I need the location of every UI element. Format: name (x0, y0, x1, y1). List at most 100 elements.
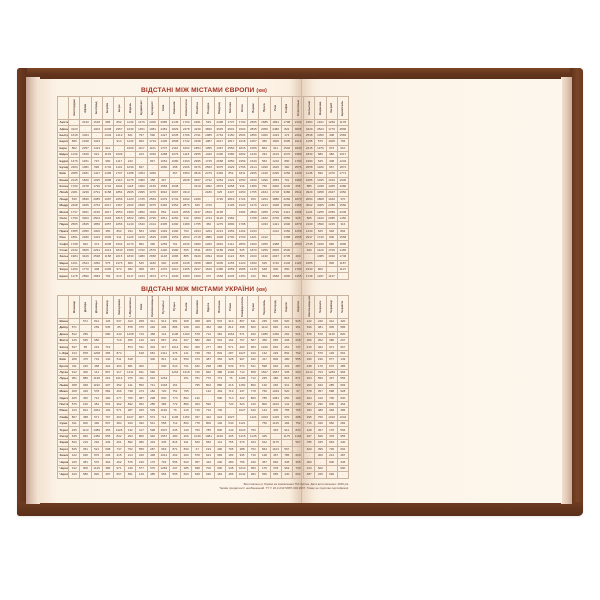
ukraine-distance-cell: 352 (180, 343, 193, 351)
ukraine-distance-cell: 487 (303, 471, 316, 479)
ukraine-distance-cell: 287 (124, 407, 137, 415)
europe-distance-cell: - (336, 272, 350, 280)
europe-table-row: Лондон5393830208510871056142017452563247… (56, 195, 350, 204)
ukraine-distance-cell: 268 (135, 317, 148, 326)
ukraine-distance-cell: 293 (124, 432, 137, 441)
ukraine-distance-cell: 795 (180, 388, 193, 396)
ukraine-col-header-label: Харків (284, 301, 289, 312)
ukraine-distance-cell: 468 (191, 317, 204, 326)
ukraine-distance-cell: 67 (191, 445, 204, 454)
ukraine-distance-cell: 811 (135, 368, 148, 377)
europe-col-header-label: Копенгаген (183, 99, 188, 117)
ukraine-distance-cell: 405 (224, 432, 238, 441)
ukraine-distance-cell: 555 (168, 471, 182, 479)
ukraine-distance-cell: 628 (191, 471, 204, 479)
ukraine-distance-cell: 719 (224, 388, 238, 396)
ukraine-distance-cell: 194 (224, 336, 238, 345)
ukraine-distance-cell: 352 (135, 400, 148, 409)
ukraine-distance-cell: 558 (157, 419, 170, 428)
ukraine-distance-cell: 820 (90, 471, 103, 479)
ukraine-distance-cell: 475 (135, 324, 148, 332)
europe-distance-cell: 1465 (291, 272, 305, 280)
ukraine-distance-cell: 277 (202, 343, 215, 351)
ukraine-distance-cell: 424 (146, 336, 159, 345)
europe-header-row: Амстердам Афіни Белград Берлін Берн Відень Буд… (56, 96, 350, 120)
europe-distance-cell: 2094 (202, 253, 215, 261)
ukraine-distance-cell: 556 (168, 458, 182, 466)
ukraine-distance-cell: 590 (213, 394, 226, 402)
europe-col-header: Париж (247, 96, 260, 120)
europe-distance-cell: 1010 (168, 265, 182, 274)
book-cover-bottom-edge (17, 502, 583, 516)
europe-distance-cell: 308 (135, 265, 148, 274)
ukraine-distance-cell: 690 (146, 368, 159, 377)
ukraine-row-header: Одеса (56, 394, 70, 402)
europe-col-header-label: Амстердам (71, 99, 76, 117)
ukraine-col-header-label: Суми (250, 302, 255, 311)
ukraine-distance-cell: 285 (146, 400, 159, 409)
ukraine-distance-cell: 832 (213, 349, 226, 358)
europe-table-row: Мадрид2408394527642917136724002668307534… (56, 202, 350, 210)
europe-table-body: Амстердам-312016186868621139147623002085… (56, 118, 350, 280)
ukraine-distance-cell: 452 (202, 324, 215, 332)
ukraine-distance-cell: 738 (191, 349, 204, 358)
europe-col-header: Афіни (79, 96, 92, 120)
ukraine-col-header-label: Чернівці (329, 300, 334, 314)
ukraine-row-header: Донецьк (56, 330, 70, 338)
europe-table-row: Стокгольм2132360522911013184015801790257… (56, 246, 350, 255)
ukraine-distance-cell: 337 (191, 413, 204, 422)
ukraine-col-header: Тернопіль (258, 294, 271, 319)
ukraine-distance-cell: 751 (191, 375, 204, 383)
ukraine-distance-cell: 752 (124, 445, 137, 454)
europe-distance-cell: 2890 (79, 272, 92, 280)
ukraine-distance-cell: 1415 (235, 432, 249, 441)
ukraine-col-header: Львів (180, 294, 193, 319)
ukraine-distance-cell: 298 (202, 362, 215, 370)
europe-row-header: Загреб (56, 265, 70, 274)
ukraine-distance-cell: 740 (224, 400, 238, 409)
europe-col-header-label: Київ (161, 104, 166, 112)
ukraine-distance-cell: 487 (135, 394, 148, 402)
ukraine-col-header: Донецьк (90, 294, 103, 319)
ukraine-distance-cell: 571 (224, 343, 238, 351)
ukraine-col-header-label: Чернігів (340, 300, 345, 313)
europe-distance-cell: 1568 (269, 272, 282, 280)
ukraine-col-header-label: Вінниця (71, 300, 76, 313)
ukraine-distance-cell: 1283 (157, 464, 170, 473)
europe-distance-cell: 1930 (168, 272, 182, 280)
ukraine-distance-cell: 143 (224, 426, 238, 434)
europe-col-header-label: Відень (127, 102, 132, 114)
europe-row-header: Варшава (56, 259, 70, 268)
ukraine-distance-cell: 317 (157, 343, 170, 351)
ukraine-table-row: Дніпро571-259535858784752464068869483294… (56, 324, 350, 332)
europe-col-header: Загреб (325, 96, 338, 120)
europe-distance-cell: 1139 (124, 118, 137, 127)
ukraine-col-header: Кропивницький (146, 294, 159, 319)
ukraine-distance-cell: - (202, 394, 215, 402)
ukraine-distance-cell: 149 (135, 471, 148, 479)
ukraine-distance-cell: 586 (79, 471, 92, 479)
ukraine-distance-cell: 681 (146, 349, 159, 358)
ukraine-distance-cell: 132 (202, 388, 215, 396)
ukraine-distance-cell: 767 (235, 336, 249, 345)
ukraine-col-header: Житомир (101, 294, 114, 319)
ukraine-col-header: Черкаси (314, 294, 327, 319)
ukraine-col-header: Ужгород (269, 294, 282, 319)
ukraine-col-header-label: Кропивницький (150, 295, 155, 317)
ukraine-distance-cell: 610 (168, 362, 182, 370)
ukraine-distance-cell: 410 (202, 458, 215, 466)
ukraine-distance-cell: 1311 (124, 368, 137, 377)
europe-distance-cell: 2085 (157, 118, 170, 127)
ukraine-table-row: Луганськ9124061418673171311811690-126413… (56, 368, 350, 377)
ukraine-col-header-label: Миколаїв (194, 299, 199, 314)
ukraine-distance-cell: 511 (135, 343, 148, 351)
ukraine-distance-cell: 381 (213, 330, 226, 338)
europe-col-header: Москва (224, 96, 238, 120)
ukraine-distance-cell: 663 (157, 445, 170, 454)
europe-col-header: Стокгольм (291, 96, 305, 120)
europe-distance-cell: 1560 (213, 272, 226, 280)
europe-table-row: Афіни 3120-1004 2348 2357 1639 1451 1081 2481 18… (56, 125, 350, 133)
europe-distance-cell: 1370 (157, 265, 170, 274)
ukraine-distance-cell: 282 (247, 471, 260, 479)
europe-distance-cell: 1180 (146, 259, 159, 268)
